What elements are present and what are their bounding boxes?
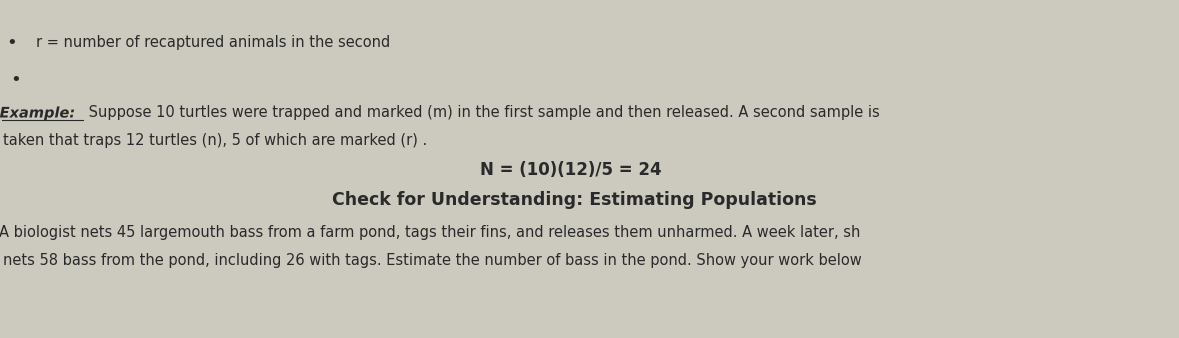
Text: Example:: Example:	[0, 105, 75, 121]
Text: r = number of recaptured animals in the second: r = number of recaptured animals in the …	[35, 35, 390, 50]
Text: Check for Understanding: Estimating Populations: Check for Understanding: Estimating Popu…	[331, 191, 817, 209]
Text: Suppose 10 turtles were trapped and marked (m) in the first sample and then rele: Suppose 10 turtles were trapped and mark…	[85, 105, 881, 121]
Text: nets 58 bass from the pond, including 26 with tags. Estimate the number of bass : nets 58 bass from the pond, including 26…	[2, 252, 862, 267]
Text: •: •	[6, 34, 17, 52]
Text: A biologist nets 45 largemouth bass from a farm pond, tags their fins, and relea: A biologist nets 45 largemouth bass from…	[0, 225, 861, 241]
Text: taken that traps 12 turtles (n), 5 of which are marked (r) .: taken that traps 12 turtles (n), 5 of wh…	[2, 132, 427, 147]
Text: N = (10)(12)/5 = 24: N = (10)(12)/5 = 24	[480, 161, 661, 179]
Text: •: •	[11, 71, 21, 89]
